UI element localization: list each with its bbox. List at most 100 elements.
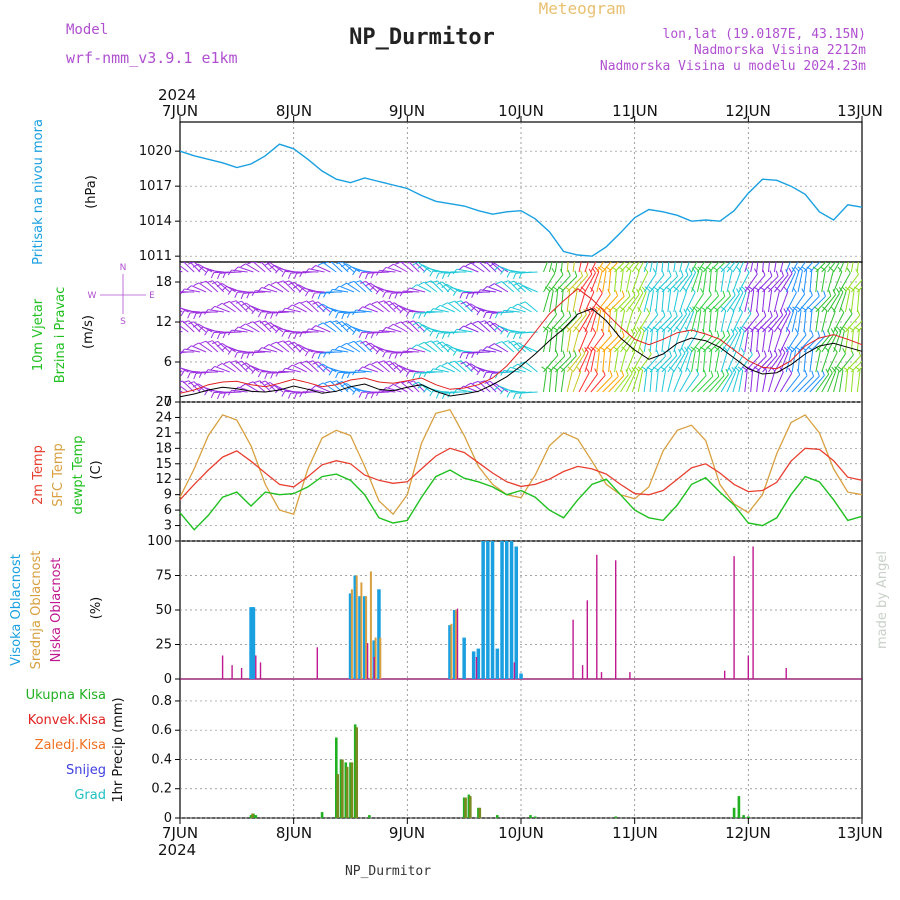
precip-bar-1 [341,759,344,818]
wind-barb [637,271,649,293]
wind-barb [785,262,791,273]
wind-barb [489,320,503,333]
precip-bar-1 [355,727,358,818]
wind-barb-flag [188,321,194,325]
wind-barb [697,335,713,353]
wind-barb-flag [615,290,619,296]
wind-barb-flag [734,250,736,256]
wind-barb-flag [310,385,316,390]
wind-barb [362,366,378,373]
wind-barb-flag [482,286,488,291]
cloud-bar-2 [221,655,224,679]
wind-barb-flag [769,230,771,236]
wind-barb [543,370,547,393]
wind-barb-flag [281,271,286,277]
wind-barb-flag [211,340,218,345]
wind-barb [191,285,207,293]
wind-barb [768,275,784,293]
wind-barb-flag [287,392,292,399]
wind-unit-label: (m/s) [81,315,96,349]
wind-barb [856,290,860,313]
wind-barb-flag [588,268,593,275]
wind-barb-flag [360,280,367,284]
wind-barb-flag [697,227,701,232]
wind-barb-flag [636,326,642,333]
wind-barb [662,236,677,252]
wind-barb-flag [293,333,298,339]
wind-barb [344,252,360,253]
wind-barb-flag [844,247,848,252]
wind-barb [773,290,780,313]
wind-barb-flag [709,330,713,336]
y-tick-label-pressure: 1014 [139,214,172,229]
wind-barb [596,310,602,333]
wind-barb-flag [554,247,559,251]
wind-barb-flag [842,248,845,253]
wind-barb-flag [193,342,200,347]
wind-barb [750,290,755,313]
wind-barb [679,351,689,373]
wind-barb [828,230,832,252]
wind-barb [779,331,791,353]
wind-barb [779,372,793,393]
wind-barb-flag [334,345,340,351]
wind-barb-flag [293,284,299,289]
wind-barb [522,345,538,353]
wind-barb [397,351,414,354]
wind-barb [373,271,390,274]
wind-barb-flag [692,306,698,312]
wind-barb [643,330,649,353]
wind-barb-flag [175,352,178,357]
wind-barb [833,291,844,313]
wind-barb-flag [638,250,640,256]
wind-barb-flag [627,290,631,297]
wind-barb [255,290,272,293]
wind-barb-flag [518,392,523,399]
wind-barb-flag [357,306,363,312]
wind-barb-flag [506,391,511,398]
wind-barb-flag [652,286,659,291]
wind-barb [432,270,449,273]
station-title: NP_Durmitor [349,25,495,50]
cloud-bar-2 [231,665,233,679]
wind-barb-flag [512,363,518,368]
wind-barb [750,315,767,333]
wind-barb [236,241,247,252]
wind-barb-flag [269,264,275,270]
cloud-low-label: Niska Oblacnost [49,558,64,663]
wind-barb [327,247,342,252]
wind-barb-flag [695,306,702,311]
wind-barb [455,241,467,252]
wind-barb [377,242,389,252]
wind-barb [518,282,532,293]
wind-barb [355,329,372,333]
wind-barb [590,350,596,373]
wind-barb-flag [264,382,271,386]
y-tick-label-clouds: 25 [155,638,172,653]
wind-barb-flag [375,348,381,355]
pressure-main-label: Pritisak na nivou mora [31,119,46,265]
wind-barb [409,370,426,373]
wind-barb [679,372,691,393]
wind-barb-flag [210,332,215,339]
wind-barb [184,370,201,373]
wind-barb-flag [246,246,251,250]
wind-barb [696,270,703,293]
wind-barb-flag [446,287,452,293]
wind-barb-flag [370,332,375,339]
wind-barb-flag [240,383,246,388]
wind-barb [370,244,384,252]
wind-barb-flag [317,363,323,368]
wind-barb-flag [324,262,330,264]
wind-barb-flag [723,251,725,257]
wind-barb-flag [871,311,873,317]
wind-barb [850,279,862,293]
wind-barb-flag [687,230,689,236]
wind-barb-flag [389,243,394,246]
wind-barb [480,250,496,252]
wind-barb-flag [567,229,569,234]
wind-barb [739,232,747,252]
wind-barb-flag [759,247,764,250]
wind-barb-flag [336,321,343,325]
wind-barb-flag [328,289,333,295]
